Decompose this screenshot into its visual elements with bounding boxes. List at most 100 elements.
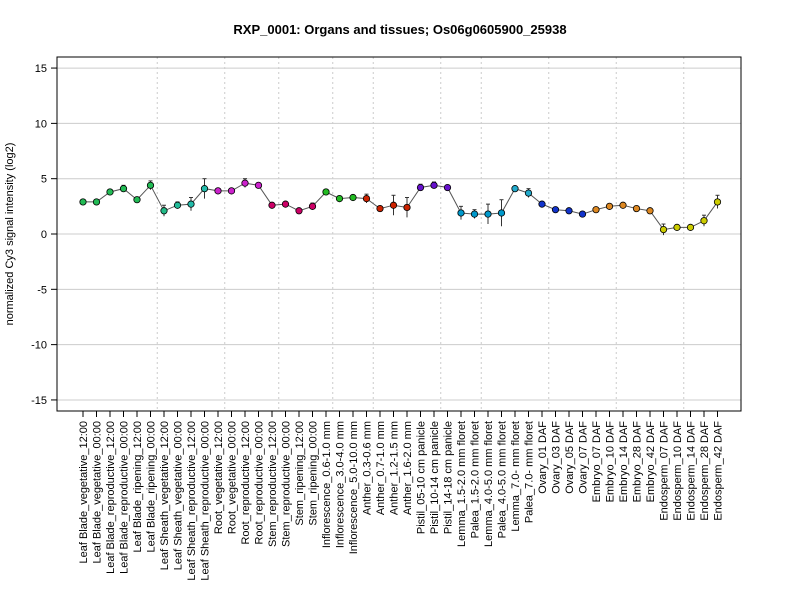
data-point: [605, 202, 614, 210]
x-tick-label: Stem_ripening_00:00: [308, 421, 320, 526]
x-tick-label: Pistil_14-18 cm panicle: [443, 421, 455, 534]
x-tick-label: Leaf Sheath_reproductive_00:00: [200, 421, 212, 581]
x-tick-label: Endosperm_10 DAF: [672, 421, 684, 521]
data-point: [322, 188, 330, 196]
x-tick-label: Leaf Blade_ripening_00:00: [146, 421, 158, 553]
x-tick-label: Palea_1.5-2.0 mm floret: [470, 421, 482, 538]
data-point: [173, 201, 182, 209]
grid-layer: [57, 57, 741, 411]
data-point: [268, 201, 276, 209]
x-tick-label: Pistil_05-10 cm panicle: [416, 421, 428, 534]
data-point: [106, 188, 114, 196]
x-tick-label: Stem_reproductive_00:00: [281, 421, 293, 547]
data-point: [187, 200, 195, 208]
x-tick-label: Endosperm_28 DAF: [699, 421, 711, 521]
x-tick-label: Leaf Blade_reproductive_00:00: [119, 421, 131, 574]
data-point: [335, 195, 344, 203]
x-tick-label: Root_reproductive_12:00: [240, 421, 252, 545]
data-point: [673, 223, 681, 231]
x-tick-label: Inflorescence_0.6-1.0 mm: [321, 421, 333, 548]
data-point: [349, 193, 357, 202]
data-point: [281, 200, 290, 208]
x-tick-label: Embryo_10 DAF: [605, 421, 617, 503]
data-point: [92, 198, 101, 206]
x-tick-label: Palea_4.0-5.0 mm floret: [497, 421, 509, 538]
data-point: [430, 181, 438, 189]
x-tick-label: Root_vegetative_12:00: [213, 421, 225, 534]
y-tick-label: 10: [35, 118, 47, 130]
data-point: [200, 185, 209, 193]
x-tick-label: Embryo_42 DAF: [645, 421, 657, 503]
data-point: [632, 204, 641, 213]
x-tick-label: Palea_7.0- mm floret: [524, 421, 536, 523]
x-tick-label: Ovary_03 DAF: [551, 421, 563, 494]
data-point: [713, 198, 722, 206]
data-point: [511, 185, 519, 193]
x-tick-label: Anther_0.3-0.6 mm: [362, 421, 374, 515]
y-axis: -15 -10 -5 0 5 10 15: [31, 63, 57, 407]
data-point: [578, 210, 587, 218]
data-point: [295, 207, 303, 215]
y-axis-label: normalized Cy3 signal intensity (log2): [4, 143, 16, 326]
y-tick-label: -15: [31, 395, 47, 407]
data-point: [308, 202, 317, 210]
x-tick-label: Endosperm_42 DAF: [713, 421, 725, 521]
data-point: [389, 201, 398, 209]
data-point: [497, 209, 506, 217]
x-tick-label: Ovary_05 DAF: [564, 421, 576, 494]
data-point: [659, 225, 668, 234]
x-tick-label: Lemma_4.0-5.0 mm floret: [483, 421, 495, 547]
x-tick-label: Leaf Sheath_vegetative_12:00: [159, 421, 171, 570]
data-point: [592, 206, 600, 214]
x-tick-label: Root_reproductive_00:00: [254, 421, 266, 545]
data-point: [79, 198, 87, 206]
x-tick-label: Endosperm_07 DAF: [659, 421, 671, 521]
data-point: [241, 179, 249, 187]
data-point: [403, 203, 411, 212]
x-tick-label: Embryo_14 DAF: [618, 421, 630, 503]
x-tick-label: Anther_1.6-2.0 mm: [402, 421, 414, 515]
data-point: [376, 204, 384, 213]
data-point: [133, 196, 141, 204]
y-tick-label: -5: [37, 284, 47, 296]
data-point: [457, 209, 465, 217]
x-tick-label: Ovary_07 DAF: [578, 421, 590, 494]
x-tick-label: Lemma_1.5-2.0 mm floret: [456, 421, 468, 547]
x-tick-label: Leaf Sheath_reproductive_12:00: [186, 421, 198, 581]
data-point: [686, 223, 695, 231]
x-tick-label: Leaf Blade_reproductive_12:00: [105, 421, 117, 574]
y-tick-label: 5: [41, 174, 47, 186]
y-tick-label: 15: [35, 63, 47, 75]
x-tick-label: Inflorescence_3.0-4.0 mm: [335, 421, 347, 548]
data-point: [160, 207, 168, 215]
x-tick-label: Endosperm_14 DAF: [686, 421, 698, 521]
data-point: [700, 217, 708, 225]
x-tick-label: Leaf Blade_vegetative_12:00: [78, 421, 90, 564]
data-point: [214, 187, 222, 195]
x-axis: Leaf Blade_vegetative_12:00 Leaf Blade_ve…: [78, 411, 725, 581]
x-tick-label: Anther_1.2-1.5 mm: [389, 421, 401, 515]
data-point: [565, 207, 573, 215]
data-point: [227, 187, 236, 195]
y-tick-label: -10: [31, 340, 47, 352]
data-point: [146, 181, 155, 189]
x-tick-label: Embryo_28 DAF: [632, 421, 644, 503]
x-tick-label: Pistil_10-14 cm panicle: [429, 421, 441, 534]
data-point: [484, 210, 492, 218]
x-tick-label: Ovary_01 DAF: [537, 421, 549, 494]
x-tick-label: Anther_0.7-1.0 mm: [375, 421, 387, 515]
data-point: [470, 210, 479, 218]
data-point: [362, 195, 371, 203]
data-points: [79, 179, 722, 234]
data-point: [551, 206, 560, 214]
y-tick-label: 0: [41, 229, 47, 241]
x-tick-label: Lemma_7.0- mm floret: [510, 421, 522, 532]
x-tick-label: Root_vegetative_00:00: [227, 421, 239, 534]
x-tick-label: Leaf Blade_vegetative_00:00: [92, 421, 104, 564]
x-tick-label: Stem_ripening_12:00: [294, 421, 306, 526]
data-point: [443, 183, 452, 192]
chart-title: RXP_0001: Organs and tissues; Os06g06059…: [233, 22, 566, 37]
data-point: [119, 185, 128, 193]
